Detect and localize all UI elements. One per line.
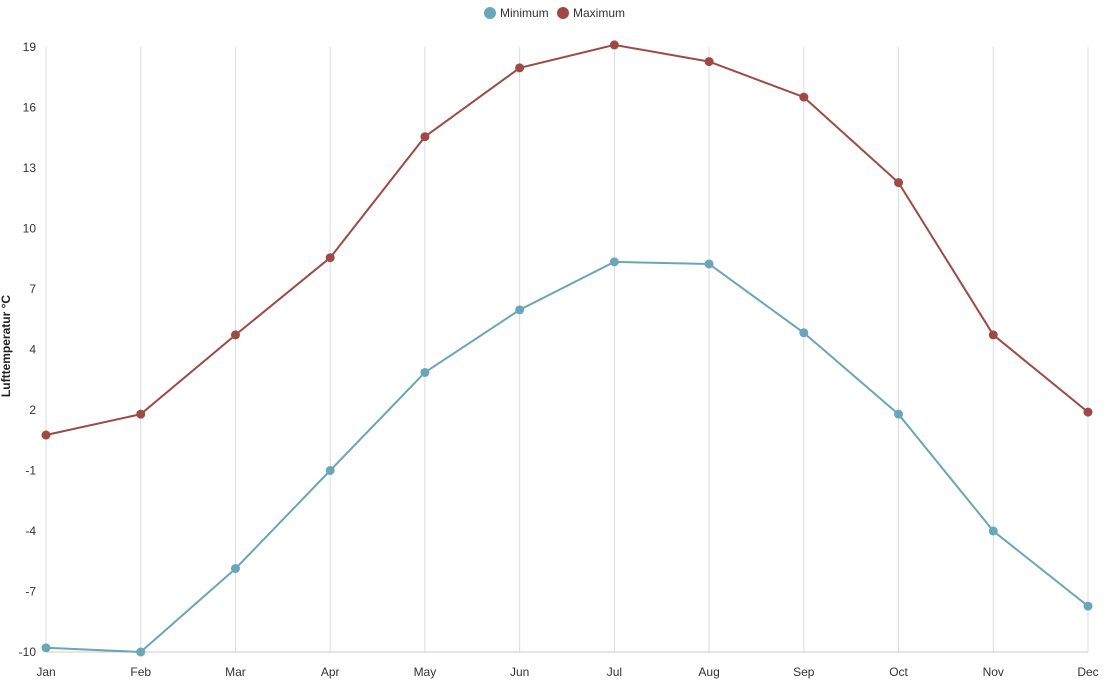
x-tick-jan: Jan: [36, 665, 55, 679]
x-axis-ticks: Jan Feb Mar Apr May Jun Jul Aug Sep Oct Nov Dec: [36, 665, 1098, 679]
y-tick-16: 16: [23, 101, 37, 115]
x-tick-oct: Oct: [889, 665, 908, 679]
legend-label-minimum: Minimum: [500, 6, 549, 20]
point-maximum-jan[interactable]: [41, 430, 51, 440]
x-tick-mar: Mar: [225, 665, 246, 679]
legend-item-maximum[interactable]: Maximum: [557, 6, 625, 20]
y-tick-13: 13: [23, 161, 37, 175]
x-tick-jun: Jun: [510, 665, 529, 679]
point-minimum-may[interactable]: [420, 367, 430, 377]
legend-marker-minimum: [484, 7, 496, 19]
series-lines: [45, 43, 1089, 654]
point-maximum-sep[interactable]: [799, 92, 809, 102]
x-tick-nov: Nov: [983, 665, 1004, 679]
x-tick-sep: Sep: [793, 665, 815, 679]
gridlines: [45, 47, 1089, 653]
y-axis-title: Lufttemperatur °C: [0, 295, 13, 397]
legend-label-maximum: Maximum: [573, 6, 625, 20]
y-tick--4: -4: [25, 524, 36, 538]
y-tick-19: 19: [23, 40, 37, 54]
point-maximum-apr[interactable]: [325, 253, 335, 263]
y-tick--10: -10: [19, 645, 37, 659]
y-tick--7: -7: [25, 585, 36, 599]
point-maximum-dec[interactable]: [1083, 407, 1093, 417]
point-minimum-jul[interactable]: [609, 257, 619, 267]
x-tick-aug: Aug: [698, 665, 719, 679]
point-minimum-nov[interactable]: [988, 526, 998, 536]
legend-item-minimum[interactable]: Minimum: [484, 6, 549, 20]
y-tick--1: -1: [25, 464, 36, 478]
series-line-maximum: [45, 43, 1089, 436]
point-minimum-mar[interactable]: [230, 564, 240, 574]
point-minimum-jan[interactable]: [41, 643, 51, 653]
point-minimum-apr[interactable]: [325, 466, 335, 475]
y-axis-ticks: 19 16 13 10 7 4 2 -1 -4 -7 -10: [19, 40, 37, 659]
point-maximum-oct[interactable]: [894, 178, 904, 188]
point-maximum-feb[interactable]: [136, 409, 146, 419]
point-maximum-nov[interactable]: [988, 330, 998, 340]
point-minimum-sep[interactable]: [799, 328, 809, 338]
point-minimum-jun[interactable]: [515, 305, 525, 315]
point-maximum-mar[interactable]: [230, 330, 240, 340]
point-maximum-aug[interactable]: [704, 57, 714, 67]
y-tick-7: 7: [29, 282, 36, 296]
point-maximum-may[interactable]: [420, 132, 430, 142]
x-tick-dec: Dec: [1077, 665, 1098, 679]
point-minimum-oct[interactable]: [894, 409, 904, 419]
point-maximum-jul[interactable]: [609, 40, 619, 50]
x-tick-may: May: [414, 665, 437, 679]
series-line-minimum: [45, 260, 1089, 654]
x-tick-apr: Apr: [321, 665, 340, 679]
y-tick-4: 4: [29, 343, 36, 357]
x-tick-feb: Feb: [130, 665, 151, 679]
y-tick-2: 2: [29, 403, 36, 417]
y-tick-10: 10: [23, 222, 37, 236]
point-minimum-dec[interactable]: [1083, 601, 1093, 611]
legend: Minimum Maximum: [484, 6, 625, 20]
point-minimum-feb[interactable]: [136, 647, 146, 657]
point-minimum-aug[interactable]: [704, 259, 714, 269]
point-maximum-jun[interactable]: [515, 63, 525, 73]
x-tick-jul: Jul: [607, 665, 622, 679]
series-points: [41, 40, 1093, 657]
legend-marker-maximum: [557, 7, 569, 19]
